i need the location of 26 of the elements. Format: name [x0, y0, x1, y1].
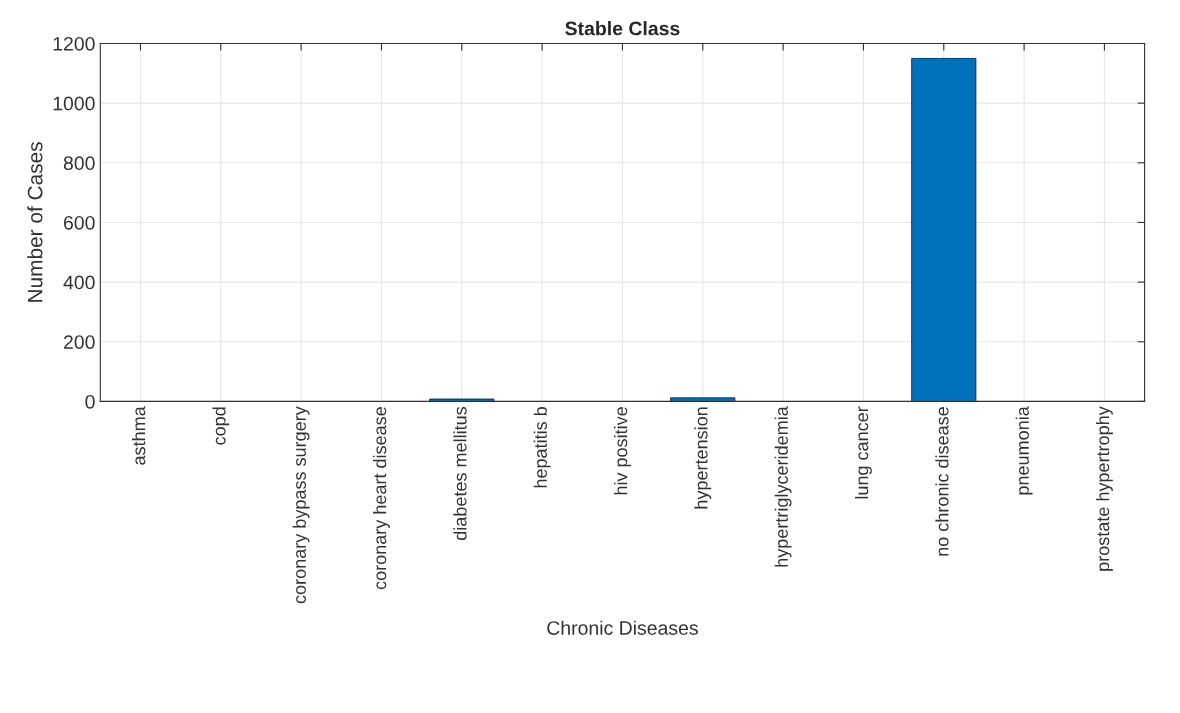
- y-tick-label: 400: [63, 275, 95, 290]
- y-tick-label: 1000: [53, 96, 95, 111]
- y-tick-label: 0: [85, 394, 95, 409]
- x-tick-label: hypertension: [694, 407, 712, 509]
- x-tick-label: no chronic disease: [935, 407, 949, 556]
- x-tick-label: hypertriglyceridemia: [774, 406, 792, 567]
- x-tick-label: asthma: [132, 406, 146, 465]
- bar: [911, 57, 977, 402]
- x-tick-label: hiv positive: [614, 407, 631, 495]
- y-axis-title: Number of Cases: [27, 142, 43, 302]
- x-tick-label: coronary bypass surgery: [292, 406, 310, 604]
- x-tick-label: lung cancer: [855, 406, 872, 499]
- y-tick-label: 200: [63, 335, 95, 349]
- x-tick-label: pneumonia: [1015, 406, 1033, 495]
- x-tick-label: coronary heart disease: [373, 407, 390, 590]
- x-axis-title: Chronic Diseases: [547, 620, 698, 635]
- bar: [429, 398, 495, 402]
- y-tick-label: 1200: [53, 36, 95, 51]
- x-tick-label: hepatitis b: [533, 407, 551, 488]
- chart-title: Stable Class: [565, 21, 680, 36]
- x-tick-label: prostate hypertrophy: [1096, 406, 1113, 571]
- x-tick-label: diabetes mellitus: [453, 406, 467, 540]
- y-tick-label: 600: [63, 215, 95, 230]
- bar: [670, 397, 736, 402]
- x-tick-label: copd: [212, 407, 230, 445]
- y-tick-label: 800: [63, 156, 95, 171]
